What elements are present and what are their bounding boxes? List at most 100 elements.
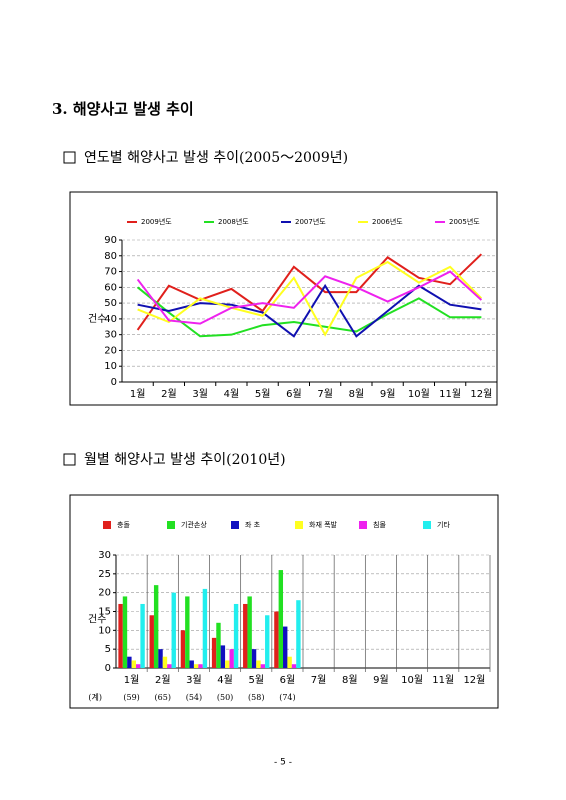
y-tick-label: 80 [104, 251, 117, 262]
bar [140, 603, 145, 668]
bar [229, 649, 234, 668]
x-tick-label: 9월 [373, 674, 389, 686]
x-tick-label: 4월 [217, 674, 233, 686]
bar [193, 664, 199, 668]
bar [198, 664, 203, 668]
legend-label: 침몰 [373, 521, 386, 529]
legend-swatch [103, 521, 111, 529]
x-tick-label: 6월 [286, 388, 302, 400]
y-tick-label: 30 [98, 550, 111, 561]
x-tick-label: 5월 [248, 674, 264, 686]
y-tick-label: 0 [105, 663, 111, 674]
bar [291, 664, 297, 668]
y-axis-label: 건수 [88, 313, 106, 325]
y-tick-label: 20 [104, 345, 117, 356]
x-tick-label: 7월 [317, 388, 333, 400]
bar [256, 660, 261, 668]
x-tick-label: 12월 [470, 388, 492, 400]
x-tick-label: 1월 [130, 388, 146, 400]
bar [220, 645, 226, 668]
y-tick-label: 40 [104, 314, 117, 325]
total-label: (50) [217, 693, 233, 702]
x-tick-label: 3월 [186, 674, 202, 686]
checkbox [63, 151, 76, 164]
bar [158, 649, 163, 668]
bar [135, 664, 141, 668]
y-tick-label: 50 [104, 298, 117, 309]
y-tick-label: 90 [104, 235, 117, 246]
page-number: - 5 - [274, 758, 292, 768]
y-tick-label: 20 [98, 588, 111, 599]
bar [202, 588, 208, 668]
x-tick-label: 10월 [401, 674, 423, 686]
line-series [137, 260, 483, 337]
total-label: (54) [186, 693, 202, 702]
bar [296, 600, 301, 668]
y-tick-label: 60 [104, 282, 117, 293]
bar [153, 585, 159, 668]
subheading: 월별 해양사고 발생 추이(2010년) [84, 452, 286, 468]
bar [127, 656, 132, 668]
y-tick-label: 10 [104, 361, 117, 372]
chart-frame [69, 494, 499, 709]
legend-label: 기관손상 [181, 520, 207, 529]
bar [225, 660, 230, 668]
totals-label: (계) [88, 692, 102, 702]
legend-label: 2008년도 [218, 217, 249, 226]
y-tick-label: 30 [104, 330, 117, 341]
x-tick-label: 11월 [432, 674, 454, 686]
legend-label: 기타 [437, 520, 450, 529]
bar [122, 596, 128, 668]
legend-swatch [231, 521, 239, 529]
bar [162, 656, 168, 668]
bar [233, 603, 239, 668]
bar [216, 622, 221, 668]
bar [180, 630, 186, 668]
bar [189, 660, 194, 668]
bar [131, 660, 136, 668]
bar [185, 596, 190, 668]
bar [247, 596, 252, 668]
y-tick-label: 0 [111, 377, 117, 388]
legend-label: 충돌 [117, 520, 130, 529]
legend-label: 2009년도 [141, 217, 172, 226]
line-series [137, 283, 482, 338]
bar [243, 603, 248, 668]
x-tick-label: 5월 [255, 388, 271, 400]
x-tick-label: 2월 [161, 388, 177, 400]
total-label: (58) [248, 693, 264, 702]
total-label: (74) [279, 693, 295, 702]
bar [260, 664, 266, 668]
y-tick-label: 25 [98, 569, 111, 580]
bar [265, 615, 270, 668]
bar [278, 570, 284, 668]
legend-label: 2007년도 [295, 217, 326, 226]
y-tick-label: 10 [98, 625, 111, 636]
x-tick-label: 7월 [311, 674, 327, 686]
heading: 3. 해양사고 발생 추이 [52, 100, 194, 118]
x-tick-label: 12월 [463, 674, 485, 686]
x-tick-label: 8월 [349, 388, 365, 400]
legend-swatch [167, 521, 175, 529]
legend-swatch [423, 521, 431, 529]
legend-swatch [359, 521, 367, 529]
y-tick-label: 70 [104, 267, 117, 278]
bar [211, 637, 217, 668]
total-label: (59) [123, 693, 139, 702]
x-tick-label: 4월 [224, 388, 240, 400]
bar [171, 592, 176, 668]
y-tick-label: 15 [98, 607, 111, 618]
bar [118, 603, 123, 668]
legend-label: 화재 폭발 [309, 520, 338, 529]
x-tick-label: 1월 [124, 674, 140, 686]
y-axis-label: 건수 [88, 614, 106, 626]
x-tick-label: 11월 [439, 388, 461, 400]
legend-label: 2006년도 [372, 217, 403, 226]
bar [251, 649, 257, 668]
x-tick-label: 10월 [408, 388, 430, 400]
line-series [136, 270, 483, 325]
total-label: (65) [155, 693, 171, 702]
subheading: 연도별 해양사고 발생 추이(2005～2009년) [84, 150, 348, 166]
line-series [136, 286, 482, 338]
legend-label: 좌 초 [245, 520, 261, 529]
